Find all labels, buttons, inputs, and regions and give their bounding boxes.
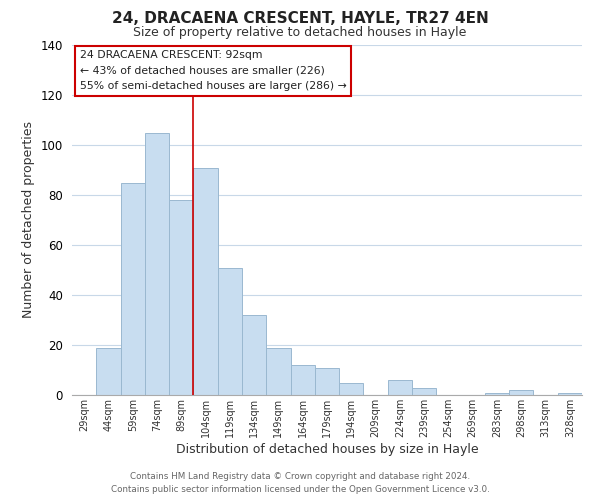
Text: Contains HM Land Registry data © Crown copyright and database right 2024.
Contai: Contains HM Land Registry data © Crown c… <box>110 472 490 494</box>
Bar <box>509 390 533 395</box>
Bar <box>193 168 218 395</box>
Bar <box>388 380 412 395</box>
Bar <box>218 268 242 395</box>
Bar <box>485 392 509 395</box>
Bar <box>121 182 145 395</box>
Bar <box>96 348 121 395</box>
Bar <box>315 368 339 395</box>
Bar <box>558 392 582 395</box>
Text: 24 DRACAENA CRESCENT: 92sqm
← 43% of detached houses are smaller (226)
55% of se: 24 DRACAENA CRESCENT: 92sqm ← 43% of det… <box>80 50 346 92</box>
Bar <box>169 200 193 395</box>
Text: 24, DRACAENA CRESCENT, HAYLE, TR27 4EN: 24, DRACAENA CRESCENT, HAYLE, TR27 4EN <box>112 11 488 26</box>
Text: Size of property relative to detached houses in Hayle: Size of property relative to detached ho… <box>133 26 467 39</box>
Y-axis label: Number of detached properties: Number of detached properties <box>22 122 35 318</box>
X-axis label: Distribution of detached houses by size in Hayle: Distribution of detached houses by size … <box>176 442 478 456</box>
Bar <box>339 382 364 395</box>
Bar <box>266 348 290 395</box>
Bar <box>145 132 169 395</box>
Bar <box>242 315 266 395</box>
Bar <box>290 365 315 395</box>
Bar <box>412 388 436 395</box>
